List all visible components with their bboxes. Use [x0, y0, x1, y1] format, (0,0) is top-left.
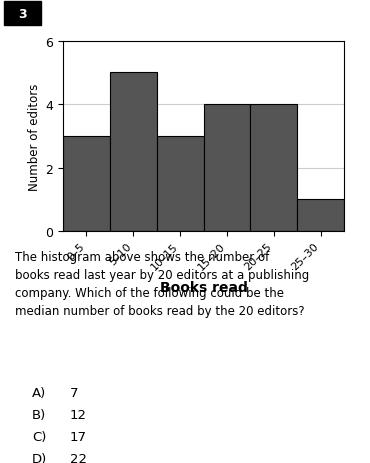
Y-axis label: Number of editors: Number of editors: [28, 83, 41, 190]
Bar: [204, 105, 250, 232]
Bar: [157, 137, 204, 232]
Text: 12: 12: [70, 408, 87, 421]
Bar: [250, 105, 297, 232]
Text: 7: 7: [70, 386, 78, 399]
Text: The histogram above shows the number of
books read last year by 20 editors at a : The histogram above shows the number of …: [15, 250, 309, 317]
Text: C): C): [32, 430, 46, 443]
Bar: [297, 200, 344, 232]
Text: 17: 17: [70, 430, 87, 443]
Text: B): B): [32, 408, 46, 421]
X-axis label: Books read: Books read: [159, 281, 248, 294]
Bar: [110, 73, 157, 231]
Text: 22: 22: [70, 452, 87, 463]
Bar: [63, 137, 110, 232]
Text: D): D): [32, 452, 47, 463]
Text: 3: 3: [18, 8, 27, 21]
Text: A): A): [32, 386, 46, 399]
FancyBboxPatch shape: [4, 2, 41, 26]
